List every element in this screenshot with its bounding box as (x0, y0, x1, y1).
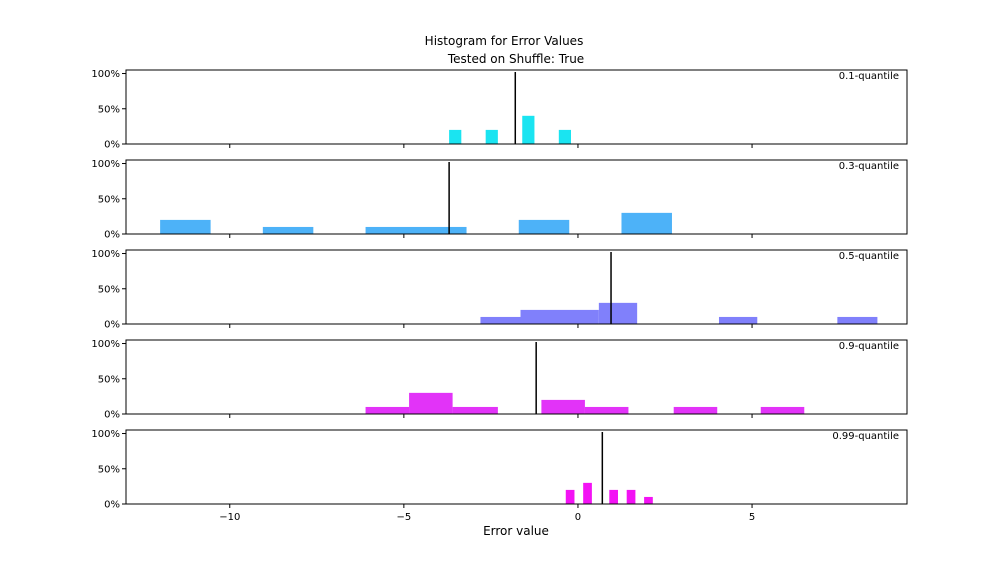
y-tick-label: 0% (104, 230, 120, 241)
histogram-bar (558, 129, 571, 144)
histogram-bar (518, 219, 570, 234)
histogram-bar (837, 316, 878, 324)
y-tick-label: 50% (98, 194, 120, 205)
histogram-bar (673, 406, 718, 414)
histogram-panel: 0% 50% 100% −10 −5 0 5 0.99-quantile (91, 429, 908, 523)
y-tick-label: 50% (98, 284, 120, 295)
axes-frame (125, 69, 908, 145)
x-tick-label: 0 (575, 512, 581, 523)
quantile-annotation: 0.3-quantile (839, 161, 899, 172)
axes-frame (125, 159, 908, 235)
histogram-bar (522, 115, 535, 144)
histogram-bar (644, 496, 653, 504)
y-tick-label: 0% (104, 140, 120, 151)
quantile-annotation: 0.1-quantile (839, 71, 899, 82)
histogram-bar (565, 489, 575, 504)
histogram-bar (409, 392, 453, 414)
x-tick-label: 5 (749, 512, 755, 523)
quantile-annotation: 0.5-quantile (839, 251, 899, 262)
histogram-bar (541, 399, 585, 414)
y-tick-label: 100% (91, 69, 120, 80)
x-tick-label: −5 (396, 512, 411, 523)
histogram-bar (262, 226, 314, 234)
histogram-bar (760, 406, 805, 414)
histogram-bar (598, 302, 638, 324)
histogram-bar (584, 406, 629, 414)
histogram-bar (365, 406, 410, 414)
histogram-panel: 0% 50% 100% 0.5-quantile (91, 249, 908, 331)
histogram-bar (485, 129, 498, 144)
y-tick-label: 100% (91, 159, 120, 170)
histogram-bar (480, 316, 521, 324)
histogram-bar (583, 482, 592, 504)
histogram-bar (452, 406, 498, 414)
y-tick-label: 50% (98, 464, 120, 475)
quantile-annotation: 0.9-quantile (839, 341, 899, 352)
histogram-bar (718, 316, 758, 324)
histogram-bar (365, 226, 467, 234)
axes-frame (125, 339, 908, 415)
y-tick-label: 50% (98, 374, 120, 385)
chart-subtitle: Tested on Shuffle: True (447, 52, 584, 66)
y-tick-label: 100% (91, 429, 120, 440)
quantile-annotation: 0.99-quantile (832, 431, 899, 442)
histogram-panel: 0% 50% 100% 0.1-quantile (91, 69, 908, 151)
y-tick-label: 100% (91, 249, 120, 260)
x-tick-label: −10 (219, 512, 240, 523)
histogram-bar (626, 489, 636, 504)
y-tick-label: 100% (91, 339, 120, 350)
axes-frame (125, 429, 908, 505)
y-tick-label: 0% (104, 320, 120, 331)
y-tick-label: 0% (104, 500, 120, 511)
histogram-bar (449, 129, 462, 144)
histogram-bar (609, 489, 618, 504)
histogram-panel: 0% 50% 100% 0.9-quantile (91, 339, 908, 421)
histogram-panel: 0% 50% 100% 0.3-quantile (91, 159, 908, 241)
axes-frame (125, 249, 908, 325)
histogram-bar (160, 219, 211, 234)
y-tick-label: 50% (98, 104, 120, 115)
y-tick-label: 0% (104, 410, 120, 421)
x-axis-label: Error value (483, 524, 549, 538)
histogram-bar (621, 212, 672, 234)
histogram-bar (520, 309, 599, 324)
chart-title: Histogram for Error Values (425, 34, 584, 48)
